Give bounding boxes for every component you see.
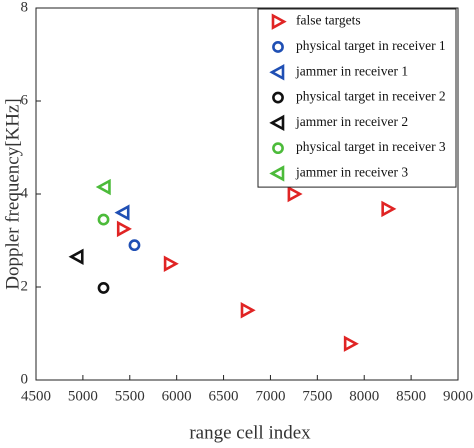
x-axis-label: range cell index: [189, 422, 311, 443]
y-tick-label: 2: [21, 278, 29, 294]
x-tick-label: 4500: [21, 388, 51, 404]
marker: [114, 204, 130, 221]
marker: [97, 213, 110, 226]
marker: [343, 335, 359, 352]
x-tick-label: 8000: [349, 388, 379, 404]
marker: [128, 239, 141, 252]
y-tick-label: 8: [21, 0, 29, 15]
legend-text: jammer in receiver 3: [295, 165, 408, 180]
legend-text: physical target in receiver 2: [296, 89, 446, 104]
x-tick-label: 8500: [396, 388, 426, 404]
legend-text: jammer in receiver 1: [295, 63, 408, 78]
x-tick-label: 5000: [68, 388, 98, 404]
legend-marker: [271, 13, 287, 30]
y-tick-label: 0: [21, 371, 29, 387]
marker: [287, 185, 303, 203]
marker: [97, 282, 110, 294]
legend-text: false targets: [296, 13, 361, 28]
legend-marker: [269, 114, 285, 132]
marker: [95, 178, 111, 196]
y-tick-label: 4: [21, 185, 29, 201]
y-tick-label: 6: [21, 92, 29, 108]
marker: [240, 302, 256, 319]
legend-marker: [272, 41, 284, 53]
x-tick-label: 7500: [302, 388, 332, 404]
legend-marker: [269, 165, 285, 182]
x-tick-label: 9000: [443, 388, 473, 404]
marker: [163, 255, 179, 272]
legend-marker: [272, 142, 284, 155]
legend-box: [257, 8, 457, 188]
legend-text: physical target in receiver 3: [296, 139, 446, 154]
marker: [381, 200, 397, 218]
x-tick-label: 7000: [255, 388, 285, 404]
legend-marker: [269, 64, 285, 81]
legend-text: physical target in receiver 1: [296, 38, 446, 53]
x-tick-label: 5500: [115, 388, 145, 404]
marker: [116, 220, 132, 238]
x-tick-label: 6000: [162, 388, 192, 404]
legend-text: jammer in receiver 2: [295, 114, 408, 129]
y-axis-label: Doppler frequency[KHz]: [2, 98, 23, 290]
legend-marker: [272, 91, 284, 104]
x-tick-label: 6500: [209, 388, 239, 404]
marker: [68, 248, 84, 265]
